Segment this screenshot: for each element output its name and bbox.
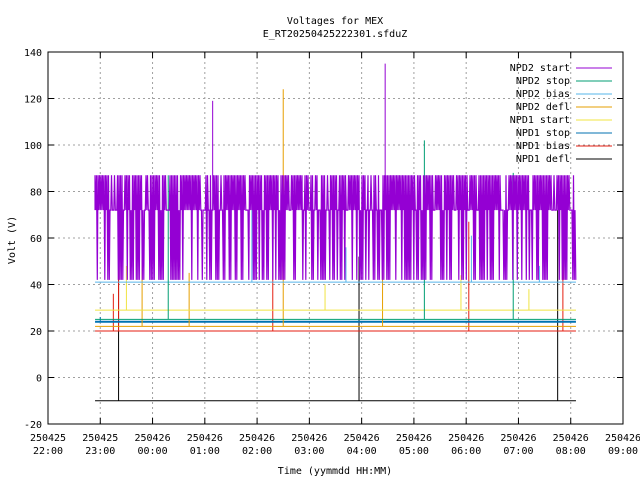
series-line bbox=[94, 175, 577, 280]
x-tick-time: 05:00 bbox=[399, 446, 429, 457]
x-tick-date: 250426 bbox=[187, 433, 223, 444]
y-tick-label: 40 bbox=[30, 281, 42, 292]
x-tick-time: 03:00 bbox=[294, 446, 324, 457]
x-tick-date: 250426 bbox=[553, 433, 589, 444]
x-tick-date: 250426 bbox=[239, 433, 275, 444]
x-tick-date: 250425 bbox=[30, 433, 66, 444]
x-tick-date: 250426 bbox=[396, 433, 432, 444]
x-tick-date: 250426 bbox=[344, 433, 380, 444]
x-tick-time: 09:00 bbox=[608, 446, 638, 457]
x-tick-time: 07:00 bbox=[503, 446, 533, 457]
legend-label: NPD1 stop bbox=[516, 128, 570, 139]
x-tick-date: 250426 bbox=[448, 433, 484, 444]
series-npd1-start bbox=[95, 265, 576, 311]
legend-label: NPD2 start bbox=[510, 63, 570, 74]
y-tick-label: -20 bbox=[24, 420, 42, 431]
x-tick-time: 08:00 bbox=[556, 446, 586, 457]
x-tick-time: 23:00 bbox=[85, 446, 115, 457]
x-tick-time: 01:00 bbox=[190, 446, 220, 457]
legend-label: NPD2 defl bbox=[516, 102, 570, 113]
legend: NPD2 start NPD2 stop NPD2 bias NPD2 defl NPD… bbox=[510, 63, 612, 165]
series-npd2-start bbox=[94, 63, 577, 280]
legend-label: NPD1 bias bbox=[516, 141, 570, 152]
y-tick-label: 120 bbox=[24, 95, 42, 106]
x-tick-time: 02:00 bbox=[242, 446, 272, 457]
legend-label: NPD1 start bbox=[510, 115, 570, 126]
legend-label: NPD2 bias bbox=[516, 89, 570, 100]
x-tick-date: 250426 bbox=[605, 433, 640, 444]
x-tick-date: 250426 bbox=[134, 433, 170, 444]
y-axis-label: Volt (V) bbox=[7, 216, 18, 264]
x-axis-label: Time (yymmdd HH:MM) bbox=[278, 466, 392, 477]
y-tick-label: 0 bbox=[36, 374, 42, 385]
x-tick-time: 00:00 bbox=[137, 446, 167, 457]
series-layer bbox=[94, 63, 577, 402]
x-axis-ticks: 250425 22:00 250425 23:00 250426 00:00 250426 0… bbox=[30, 52, 640, 457]
series-npd2-bias bbox=[95, 210, 576, 283]
x-tick-time: 22:00 bbox=[33, 446, 63, 457]
y-tick-label: 20 bbox=[30, 327, 42, 338]
y-tick-label: 60 bbox=[30, 234, 42, 245]
chart-title: Voltages for MEX bbox=[287, 16, 383, 27]
y-tick-label: 80 bbox=[30, 188, 42, 199]
chart-subtitle: E_RT20250425222301.sfduZ bbox=[263, 29, 408, 40]
legend-label: NPD2 stop bbox=[516, 76, 570, 87]
x-tick-date: 250425 bbox=[82, 433, 118, 444]
legend-label: NPD1 defl bbox=[516, 154, 570, 165]
y-tick-label: 100 bbox=[24, 141, 42, 152]
x-tick-date: 250426 bbox=[500, 433, 536, 444]
x-tick-time: 04:00 bbox=[347, 446, 377, 457]
x-tick-date: 250426 bbox=[291, 433, 327, 444]
y-axis-ticks: -20 0 20 40 60 80 100 120 140 bbox=[24, 48, 623, 431]
x-tick-time: 06:00 bbox=[451, 446, 481, 457]
y-tick-label: 140 bbox=[24, 48, 42, 59]
